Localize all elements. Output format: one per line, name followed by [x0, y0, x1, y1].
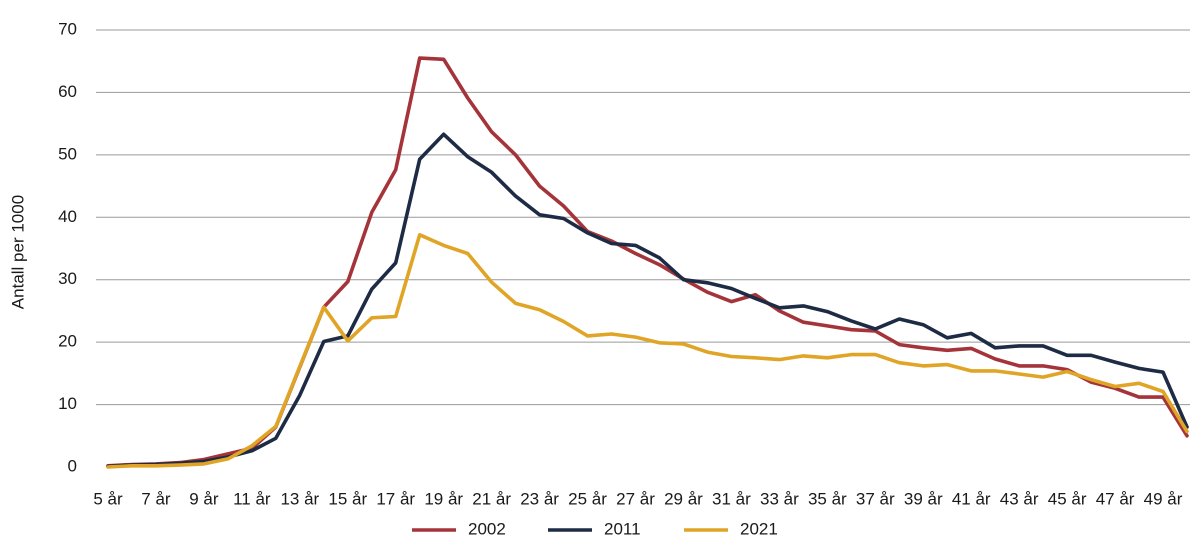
x-tick-label: 9 år: [189, 489, 219, 508]
x-tick-label: 11 år: [233, 489, 271, 508]
series-lines: [106, 56, 1189, 469]
y-tick-label: 30: [58, 269, 77, 288]
x-tick-label: 41 år: [952, 489, 991, 508]
y-axis-title: Antall per 1000: [8, 195, 27, 309]
legend-label-2021: 2021: [740, 519, 778, 538]
x-tick-label: 7 år: [141, 489, 171, 508]
x-tick-label: 13 år: [280, 489, 319, 508]
x-tick-label: 39 år: [904, 489, 943, 508]
series-line-2011: [106, 132, 1189, 469]
x-tick-label: 15 år: [328, 489, 367, 508]
y-tick-label: 40: [58, 207, 77, 226]
x-tick-label: 17 år: [376, 489, 415, 508]
y-tick-label: 10: [58, 394, 77, 413]
x-tick-label: 19 år: [424, 489, 463, 508]
x-tick-label: 35 år: [808, 489, 847, 508]
x-tick-label: 33 år: [760, 489, 799, 508]
legend: 2002 2011 2021: [412, 519, 778, 538]
gridlines: [96, 29, 1190, 406]
x-tick-label: 31 år: [712, 489, 751, 508]
x-axis-tick-labels: 5 år 7 år 9 år 11 år 13 år 15 år 17 år 19 år 21 …: [93, 489, 1182, 508]
x-tick-label: 27 år: [616, 489, 655, 508]
x-tick-label: 5 år: [93, 489, 123, 508]
x-tick-label: 47 år: [1096, 489, 1135, 508]
y-tick-label: 60: [58, 82, 77, 101]
y-tick-label: 50: [58, 144, 77, 163]
y-tick-label: 0: [68, 456, 77, 475]
x-tick-label: 49 år: [1144, 489, 1183, 508]
x-tick-label: 37 år: [856, 489, 895, 508]
x-tick-label: 43 år: [1000, 489, 1039, 508]
legend-label-2002: 2002: [468, 519, 506, 538]
x-tick-label: 23 år: [520, 489, 559, 508]
x-tick-label: 25 år: [568, 489, 607, 508]
x-tick-label: 29 år: [664, 489, 703, 508]
legend-label-2011: 2011: [604, 519, 641, 538]
y-tick-label: 20: [58, 332, 77, 351]
y-tick-label: 70: [58, 19, 77, 38]
y-axis-tick-labels: 0 10 20 30 40 50 60 70: [58, 19, 77, 475]
x-tick-label: 45 år: [1048, 489, 1087, 508]
x-tick-label: 21 år: [472, 489, 511, 508]
series-line-2021: [106, 233, 1189, 469]
